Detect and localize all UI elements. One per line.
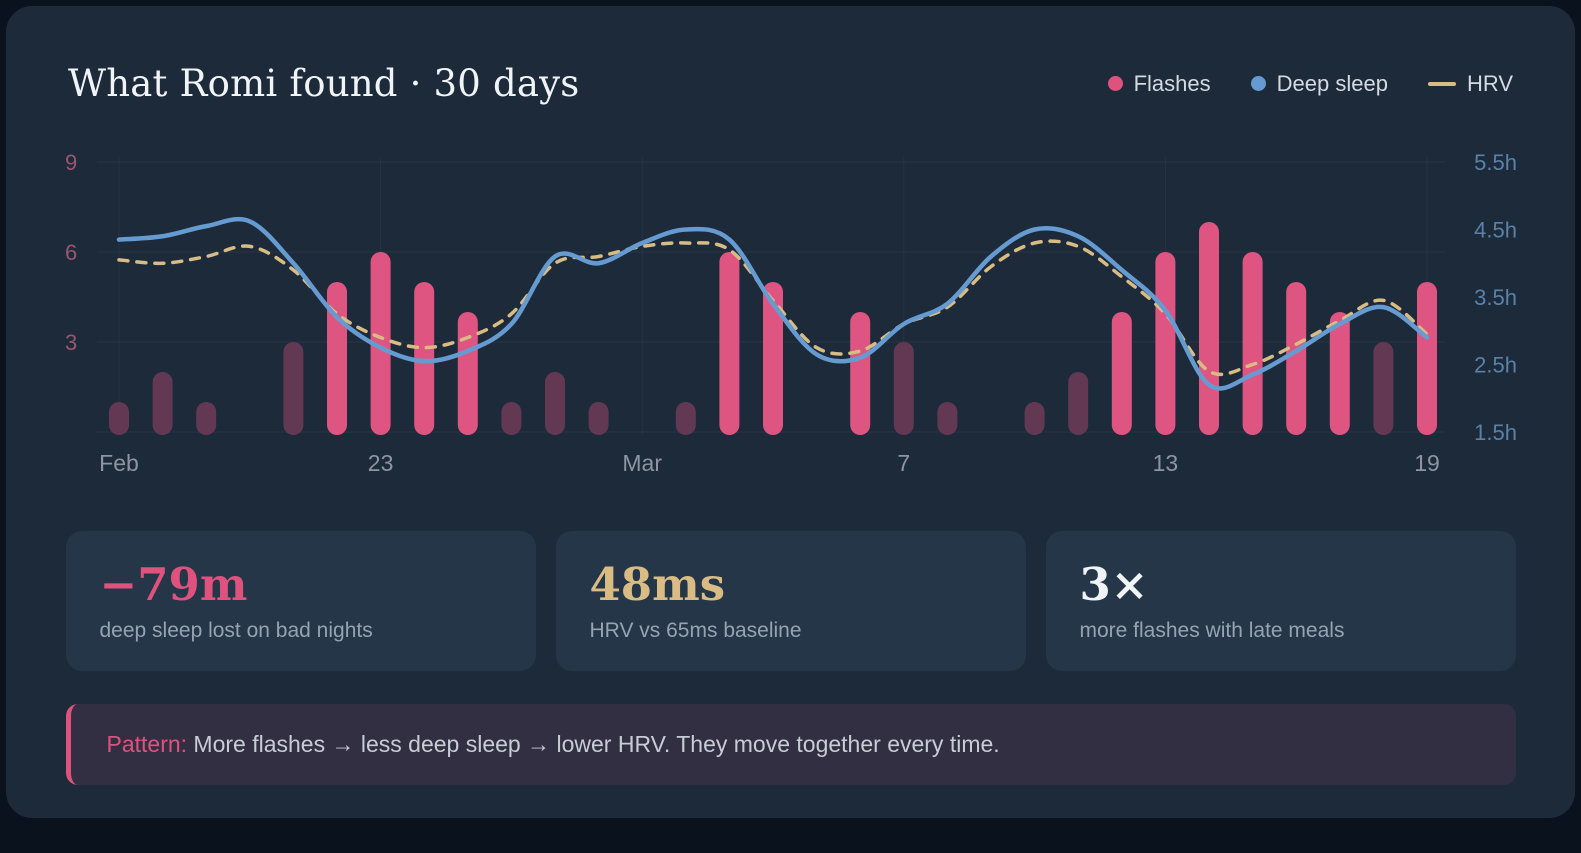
legend-item-deep-sleep[interactable]: Deep sleep — [1250, 70, 1388, 97]
x-axis-tick: 23 — [367, 450, 393, 476]
flashes-bar — [195, 402, 216, 435]
flashes-bar — [893, 342, 914, 435]
stat-value: −79m — [99, 558, 248, 611]
flashes-bar — [370, 252, 391, 435]
flashes-bar — [718, 252, 739, 435]
chart: 9 6 3 5.5h 4.5h 3.5h 2.5h 1.5h Feb 23 Mar 7 13 19 — [65, 150, 1517, 476]
stat-card-flashes-late-meals: 3× more flashes with late meals — [1045, 531, 1516, 672]
deep-sleep-line — [116, 216, 1429, 391]
panel-card: What Romi found · 30 days Flashes Deep s… — [6, 6, 1575, 818]
header: What Romi found · 30 days Flashes Deep s… — [6, 6, 1575, 105]
flashes-bar — [1416, 282, 1437, 435]
flashes-bar — [457, 312, 478, 435]
right-axis-tick: 4.5h — [1474, 218, 1517, 243]
x-axis-tick: 13 — [1152, 450, 1178, 476]
stat-value: 48ms — [589, 558, 726, 611]
stat-label: more flashes with late meals — [1079, 619, 1345, 643]
hrv-line-icon — [1427, 81, 1456, 86]
flashes-bar — [1154, 252, 1175, 435]
flashes-bar — [1372, 342, 1393, 435]
stat-label: deep sleep lost on bad nights — [99, 619, 373, 643]
x-axis-tick: 7 — [897, 450, 910, 476]
page-title: What Romi found · 30 days — [68, 62, 580, 105]
stat-label: HRV vs 65ms baseline — [589, 619, 802, 643]
flashes-bar — [849, 312, 870, 435]
flashes-bar — [544, 372, 565, 435]
left-axis-tick: 9 — [65, 150, 77, 175]
pattern-callout: Pattern: More flashes → less deep sleep … — [65, 704, 1516, 786]
flashes-bar — [588, 402, 609, 435]
flashes-bar — [762, 282, 783, 435]
deep-sleep-dot-icon — [1250, 76, 1266, 91]
flashes-bar — [282, 342, 303, 435]
flashes-bar — [1242, 252, 1263, 435]
flashes-bar — [1111, 312, 1132, 435]
pattern-text: More flashes → less deep sleep → lower H… — [187, 731, 1000, 758]
legend-item-flashes[interactable]: Flashes — [1107, 70, 1211, 97]
flashes-bar — [1024, 402, 1045, 435]
flashes-bar — [1329, 312, 1350, 435]
chart-legend: Flashes Deep sleep HRV — [1107, 70, 1513, 97]
right-axis-tick: 3.5h — [1474, 285, 1517, 310]
stat-value: 3× — [1079, 558, 1149, 611]
legend-label-hrv: HRV — [1466, 70, 1513, 96]
right-axis-tick: 1.5h — [1474, 420, 1517, 445]
flashes-bar — [936, 402, 957, 435]
flashes-bar — [108, 402, 129, 435]
stat-card-deep-sleep-lost: −79m deep sleep lost on bad nights — [65, 531, 536, 672]
x-axis-tick: 19 — [1414, 450, 1440, 476]
legend-item-hrv[interactable]: HRV — [1427, 70, 1513, 97]
legend-label-flashes: Flashes — [1133, 70, 1211, 96]
flashes-bar — [1198, 222, 1219, 435]
pattern-prefix: Pattern: — [106, 731, 188, 758]
flashes-bar — [1067, 372, 1088, 435]
right-axis-tick: 5.5h — [1474, 150, 1517, 175]
flashes-bar — [500, 402, 521, 435]
right-axis-tick: 2.5h — [1474, 353, 1517, 378]
x-axis-tick: Feb — [99, 450, 139, 476]
flashes-bar — [1285, 282, 1306, 435]
flashes-dot-icon — [1107, 76, 1123, 91]
flashes-bar — [152, 372, 173, 435]
left-axis-tick: 3 — [65, 330, 77, 355]
left-axis-tick: 6 — [65, 240, 77, 265]
x-axis-tick: Mar — [622, 450, 662, 476]
stats-row: −79m deep sleep lost on bad nights 48ms … — [65, 531, 1516, 672]
legend-label-deep-sleep: Deep sleep — [1276, 70, 1388, 96]
flashes-bar — [326, 282, 347, 435]
stat-card-hrv: 48ms HRV vs 65ms baseline — [555, 531, 1026, 672]
flashes-bar — [413, 282, 434, 435]
flashes-bar — [675, 402, 696, 435]
